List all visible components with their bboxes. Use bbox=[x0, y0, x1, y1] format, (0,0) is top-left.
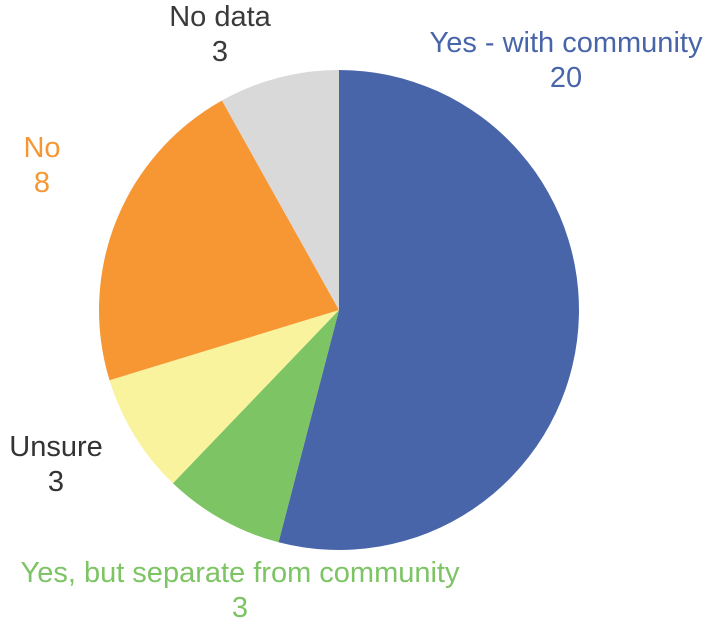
pie-slice-no bbox=[98, 100, 339, 381]
slice-value-unsure: 3 bbox=[48, 466, 64, 498]
slice-label-no: No bbox=[23, 132, 60, 164]
slice-value-no-data: 3 bbox=[212, 36, 228, 68]
pie-slice-unsure bbox=[109, 310, 340, 484]
pie-slice-no-data bbox=[221, 70, 339, 310]
pie-slice-yes-but-separate-from-community bbox=[172, 310, 339, 543]
slice-label-yes-but-separate-from-community: Yes, but separate from community bbox=[21, 557, 460, 589]
slice-label-no-data: No data bbox=[169, 1, 271, 33]
slice-label-yes-with-community: Yes - with community bbox=[430, 27, 703, 59]
slice-value-yes-but-separate-from-community: 3 bbox=[232, 592, 248, 624]
slice-value-no: 8 bbox=[34, 167, 50, 199]
pie-slices bbox=[98, 70, 579, 550]
slice-label-unsure: Unsure bbox=[9, 431, 103, 463]
pie-slice-yes-with-community bbox=[278, 70, 579, 550]
slice-value-yes-with-community: 20 bbox=[550, 62, 582, 94]
